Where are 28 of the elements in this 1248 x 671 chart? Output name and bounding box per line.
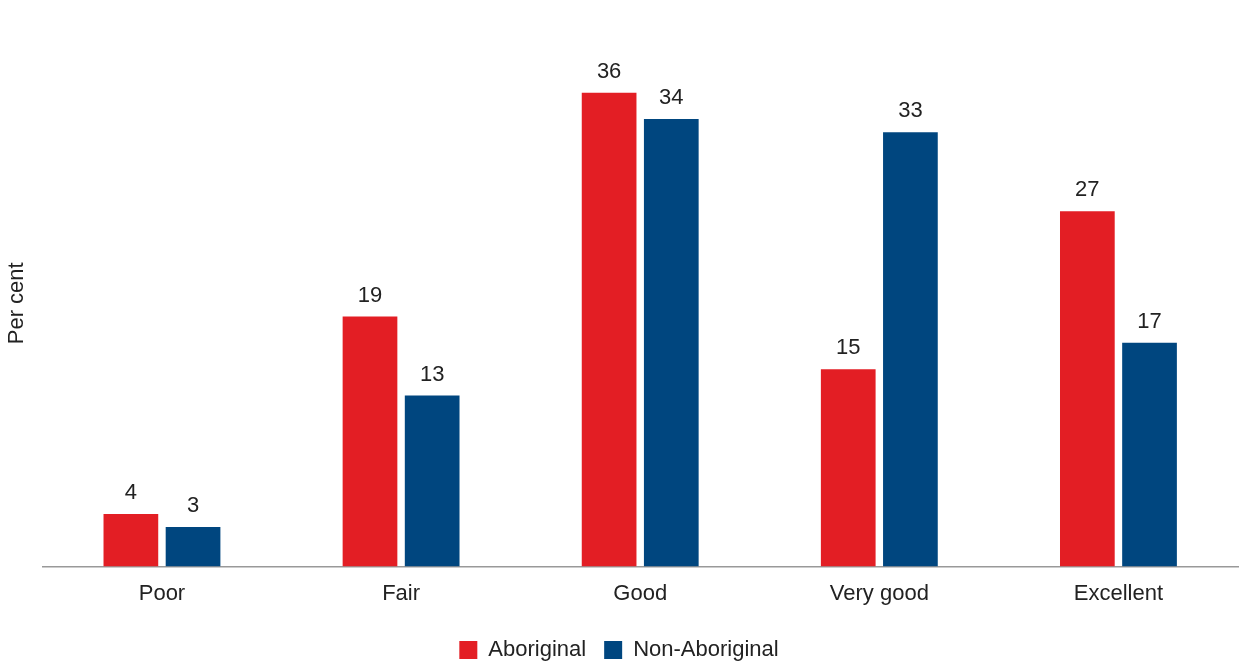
data-label: 36 <box>596 57 622 83</box>
bar <box>103 513 159 567</box>
x-tick-label: Excellent <box>1073 579 1164 605</box>
bar <box>581 92 637 567</box>
data-label: 15 <box>835 334 861 360</box>
x-tick-label: Poor <box>138 579 186 605</box>
data-label: 27 <box>1075 176 1100 202</box>
data-label: 13 <box>419 360 445 386</box>
data-label: 33 <box>898 97 923 123</box>
bar <box>820 369 876 567</box>
bar <box>342 316 398 567</box>
bar <box>1122 342 1177 567</box>
data-label: 17 <box>1137 307 1162 333</box>
data-label: 19 <box>357 281 383 307</box>
bar <box>404 395 460 567</box>
data-label: 3 <box>186 492 200 518</box>
bar <box>1060 211 1115 567</box>
data-label: 34 <box>659 84 684 110</box>
legend-label: Aboriginal <box>488 636 587 662</box>
x-tick-label: Very good <box>829 579 929 605</box>
x-tick-label: Fair <box>382 579 421 605</box>
data-label: 4 <box>124 479 137 504</box>
bar <box>643 118 699 567</box>
bar <box>165 527 221 567</box>
bar <box>883 132 938 567</box>
y-axis-title: Per cent <box>3 262 29 345</box>
x-tick-label: Good <box>613 579 668 605</box>
legend-label: Non-Aboriginal <box>633 636 779 662</box>
